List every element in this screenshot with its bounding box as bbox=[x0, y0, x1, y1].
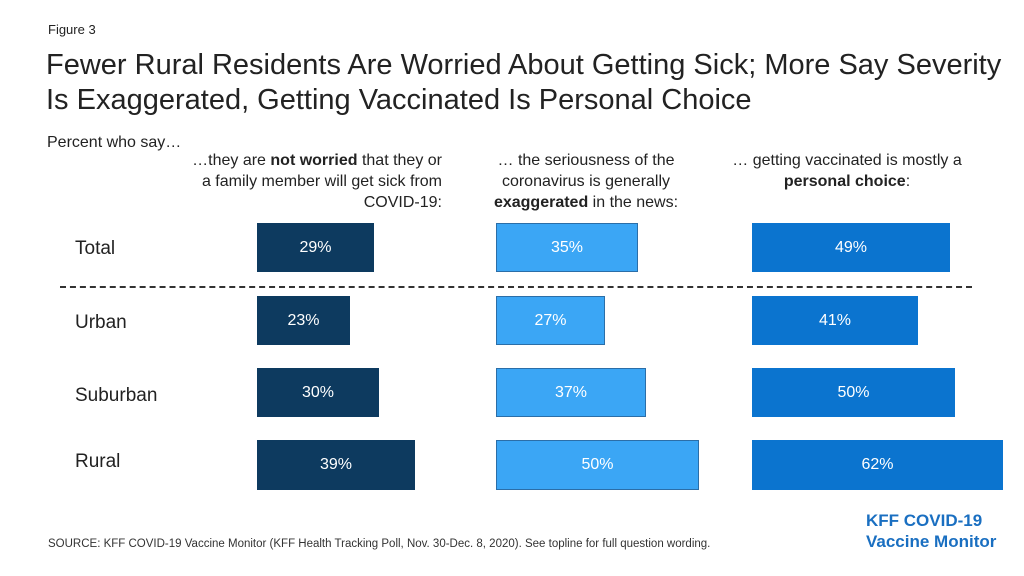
data-label: 23% bbox=[287, 311, 320, 329]
data-label: 49% bbox=[834, 238, 868, 256]
panel-header-1: …they are not worried that they or a fam… bbox=[192, 152, 442, 211]
total-divider bbox=[60, 286, 972, 288]
bar-panel2-rural: 50% bbox=[496, 440, 699, 490]
data-label: 30% bbox=[301, 383, 335, 401]
row-label-urban: Urban bbox=[75, 312, 127, 333]
data-label: 27% bbox=[534, 311, 567, 329]
data-label: 29% bbox=[299, 238, 332, 256]
bar-panel1-total: 29% bbox=[257, 223, 374, 272]
bar-panel1-urban: 23% bbox=[257, 296, 350, 345]
data-label: 37% bbox=[554, 383, 588, 401]
panel-header-2: … the seriousness of the coronavirus is … bbox=[493, 152, 679, 211]
source-note: SOURCE: KFF COVID-19 Vaccine Monitor (KF… bbox=[48, 538, 711, 550]
bar-panel1-rural: 39% bbox=[257, 440, 415, 490]
row-label-total: Total bbox=[75, 238, 116, 259]
data-label: 50% bbox=[581, 456, 614, 473]
panel-header-3: … getting vaccinated is mostly a persona… bbox=[732, 152, 962, 190]
row-label-suburban: Suburban bbox=[75, 385, 158, 406]
data-label: 62% bbox=[861, 456, 894, 473]
data-label: 50% bbox=[837, 383, 870, 401]
bar-panel2-urban: 27% bbox=[496, 296, 605, 345]
logo-line-2: Vaccine Monitor bbox=[866, 532, 997, 551]
bar-panel3-suburban: 50% bbox=[752, 368, 955, 417]
data-label: 35% bbox=[550, 238, 584, 256]
logo-line-1: KFF COVID-19 bbox=[866, 511, 983, 530]
bar-panel3-total: 49% bbox=[752, 223, 950, 272]
kff-logo: KFF COVID-19 Vaccine Monitor bbox=[866, 510, 996, 552]
chart-title: Fewer Rural Residents Are Worried About … bbox=[46, 49, 1002, 116]
bar-panel2-suburban: 37% bbox=[496, 368, 646, 417]
bar-panel3-rural: 62% bbox=[752, 440, 1003, 490]
chart-subtitle: Percent who say… bbox=[47, 134, 182, 151]
bar-panel3-urban: 41% bbox=[752, 296, 918, 345]
data-label: 41% bbox=[818, 311, 852, 329]
row-label-rural: Rural bbox=[75, 451, 121, 472]
data-label: 39% bbox=[319, 456, 353, 473]
bar-panel1-suburban: 30% bbox=[257, 368, 379, 417]
figure-label: Figure 3 bbox=[48, 22, 96, 37]
bar-panel2-total: 35% bbox=[496, 223, 638, 272]
